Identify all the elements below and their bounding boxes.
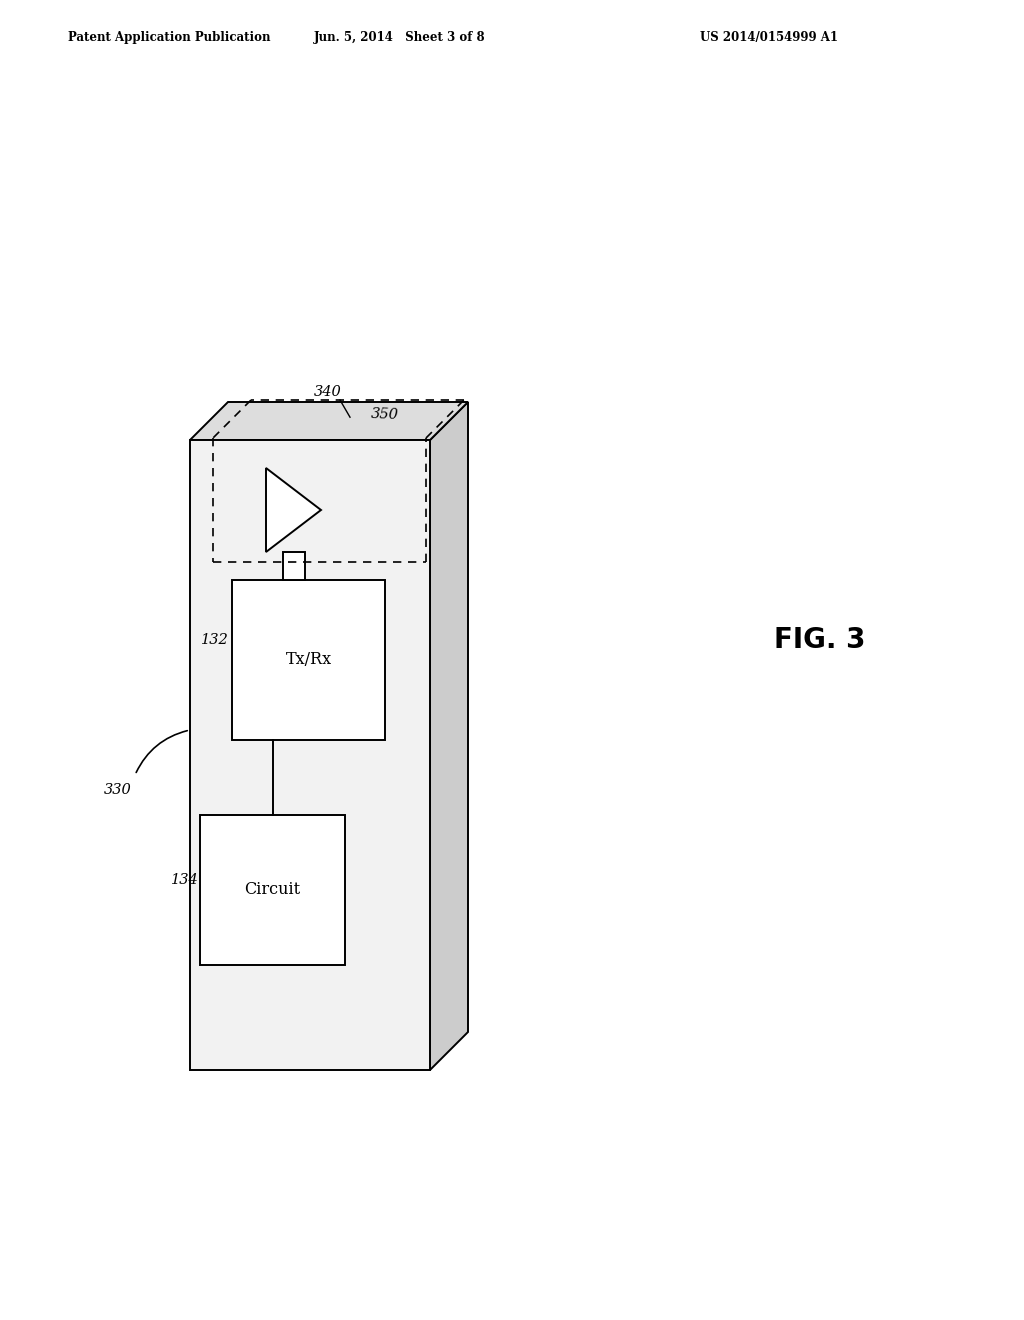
Polygon shape	[190, 403, 468, 440]
Polygon shape	[190, 440, 430, 1071]
Polygon shape	[430, 403, 468, 1071]
Text: 330: 330	[104, 783, 132, 797]
Polygon shape	[283, 552, 304, 579]
Text: Jun. 5, 2014   Sheet 3 of 8: Jun. 5, 2014 Sheet 3 of 8	[314, 30, 485, 44]
Text: 134: 134	[171, 873, 199, 887]
Text: Tx/Rx: Tx/Rx	[286, 652, 332, 668]
Polygon shape	[232, 579, 385, 741]
Text: Circuit: Circuit	[245, 882, 301, 899]
Polygon shape	[266, 469, 321, 552]
Text: FIG. 3: FIG. 3	[774, 626, 865, 653]
Text: US 2014/0154999 A1: US 2014/0154999 A1	[700, 30, 838, 44]
Text: Patent Application Publication: Patent Application Publication	[68, 30, 270, 44]
Polygon shape	[200, 814, 345, 965]
Text: 340: 340	[314, 385, 342, 399]
Text: 132: 132	[201, 634, 229, 647]
Text: 350: 350	[371, 407, 399, 421]
